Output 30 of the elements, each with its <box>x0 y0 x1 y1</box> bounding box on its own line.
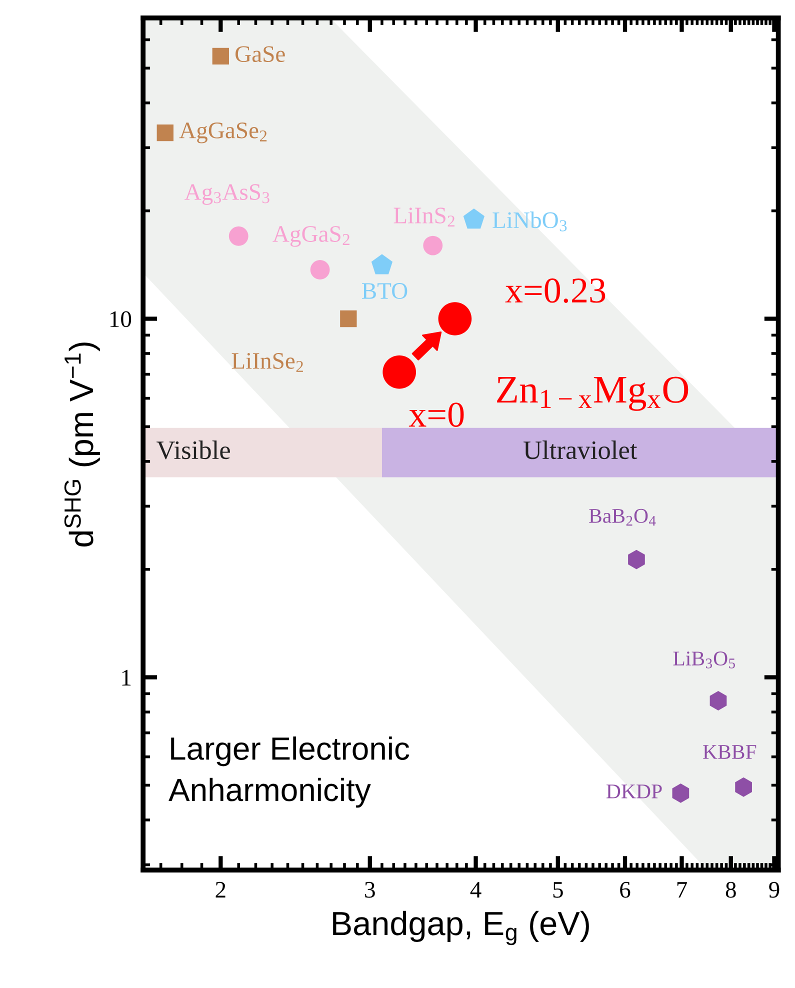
annotation: x=0 <box>408 402 464 427</box>
x-tick-label: 7 <box>677 882 687 898</box>
x-tick-label: 5 <box>553 882 563 898</box>
x-tick-label: 4 <box>470 882 482 898</box>
series-label: AgGaSe$_{2}$ <box>179 122 267 144</box>
series-label: LiInS$_{2}$ <box>394 208 454 227</box>
y-tick-label: 1 <box>122 670 131 686</box>
series-label: KBBF <box>703 745 756 759</box>
annotation: Larger Electronic Anharmonicity <box>168 736 410 808</box>
series-label: LiInSe$_{2}$ <box>232 353 303 372</box>
y-axis-title: d$^{SHG}$ (pm V$^{−1}$) <box>64 342 100 546</box>
series-label: LiNbO$_{3}$ <box>492 212 567 232</box>
band-label: Ultraviolet <box>524 440 638 460</box>
series-label: BaB$_{2}$O$_{4}$ <box>589 508 656 526</box>
y-tick-label: 10 <box>110 311 132 328</box>
x-tick-label: 2 <box>216 882 226 898</box>
series-label: AgGaS$_{2}$ <box>272 226 350 247</box>
series-label: DKDP <box>606 784 662 798</box>
series-label: GaSe <box>236 46 285 62</box>
series-label: LiB$_{3}$O$_{5}$ <box>673 652 735 668</box>
x-tick-label: 6 <box>620 882 630 898</box>
series-label: Zn$_{1−x}$Mg$_{x}$O <box>497 376 688 411</box>
series-label: BTO <box>362 283 408 299</box>
x-tick-label: 8 <box>726 882 736 898</box>
x-tick-label: 9 <box>769 882 780 898</box>
x-axis-title: Bandgap, E$_{g}$ (eV) <box>333 910 589 946</box>
series-label: Ag$_{3}$AsS$_{3}$ <box>184 184 270 205</box>
x-tick-label: 3 <box>365 882 375 898</box>
band-label: Visible <box>156 440 230 460</box>
annotation: x=0.23 <box>505 278 606 303</box>
